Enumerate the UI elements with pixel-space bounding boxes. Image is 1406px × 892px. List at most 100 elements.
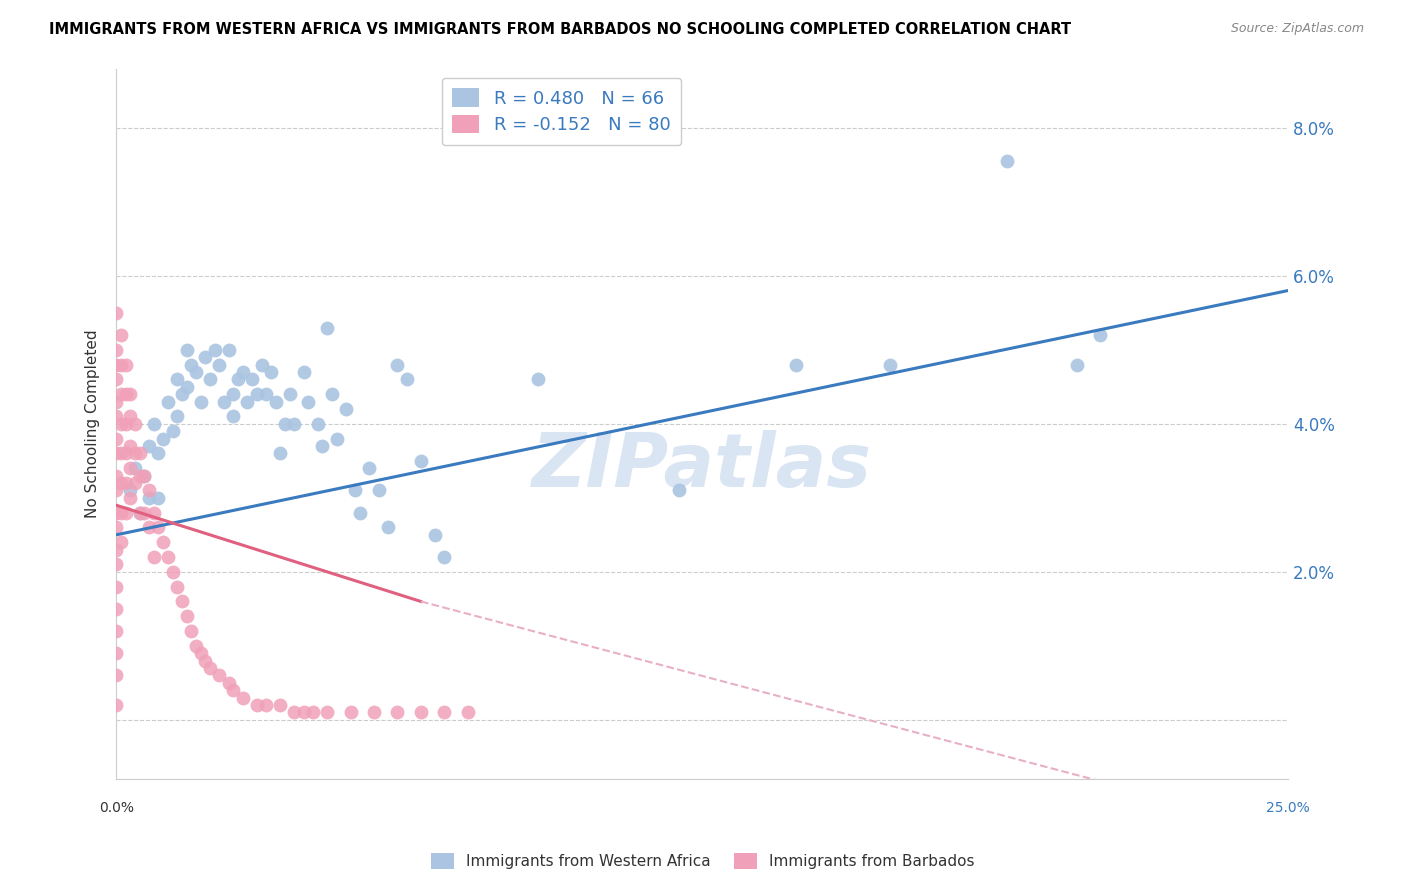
- Point: [114, 417, 136, 431]
- Point: [105, 483, 128, 498]
- Point: [110, 417, 132, 431]
- Point: [114, 506, 136, 520]
- Point: [124, 461, 146, 475]
- Point: [156, 549, 179, 564]
- Point: [105, 394, 128, 409]
- Point: [105, 542, 128, 557]
- Point: [226, 372, 249, 386]
- Point: [246, 387, 269, 401]
- Point: [114, 476, 136, 491]
- Point: [138, 491, 160, 505]
- Point: [423, 528, 446, 542]
- Point: [110, 535, 132, 549]
- Point: [240, 372, 263, 386]
- Point: [283, 706, 305, 720]
- Point: [120, 409, 142, 424]
- Point: [105, 372, 128, 386]
- Point: [190, 394, 212, 409]
- Point: [198, 661, 221, 675]
- Point: [269, 698, 291, 712]
- Point: [105, 646, 128, 660]
- Text: 0.0%: 0.0%: [98, 801, 134, 815]
- Point: [433, 706, 456, 720]
- Point: [134, 506, 156, 520]
- Point: [212, 394, 235, 409]
- Text: ZIPatlas: ZIPatlas: [531, 430, 872, 503]
- Point: [254, 698, 277, 712]
- Point: [120, 483, 142, 498]
- Point: [335, 402, 357, 417]
- Point: [339, 706, 361, 720]
- Point: [457, 706, 479, 720]
- Point: [316, 706, 339, 720]
- Point: [325, 432, 347, 446]
- Point: [208, 358, 231, 372]
- Point: [114, 387, 136, 401]
- Point: [377, 520, 399, 534]
- Point: [387, 706, 409, 720]
- Point: [105, 624, 128, 638]
- Point: [292, 706, 315, 720]
- Point: [105, 558, 128, 572]
- Point: [367, 483, 389, 498]
- Point: [148, 491, 170, 505]
- Point: [1090, 328, 1112, 343]
- Point: [166, 580, 188, 594]
- Point: [105, 668, 128, 682]
- Point: [105, 446, 128, 460]
- Point: [152, 432, 174, 446]
- Point: [995, 154, 1018, 169]
- Point: [148, 446, 170, 460]
- Point: [1066, 358, 1088, 372]
- Point: [176, 609, 198, 624]
- Point: [409, 454, 432, 468]
- Point: [105, 468, 128, 483]
- Point: [785, 358, 807, 372]
- Point: [124, 417, 146, 431]
- Point: [254, 387, 277, 401]
- Point: [302, 706, 325, 720]
- Point: [321, 387, 343, 401]
- Point: [105, 306, 128, 320]
- Point: [433, 549, 456, 564]
- Point: [105, 602, 128, 616]
- Point: [204, 343, 226, 357]
- Point: [316, 320, 339, 334]
- Point: [128, 468, 150, 483]
- Point: [110, 476, 132, 491]
- Point: [180, 624, 202, 638]
- Point: [879, 358, 901, 372]
- Point: [105, 520, 128, 534]
- Point: [297, 394, 319, 409]
- Point: [120, 387, 142, 401]
- Legend: R = 0.480   N = 66, R = -0.152   N = 80: R = 0.480 N = 66, R = -0.152 N = 80: [441, 78, 682, 145]
- Point: [236, 394, 259, 409]
- Point: [105, 358, 128, 372]
- Point: [292, 365, 315, 379]
- Point: [128, 506, 150, 520]
- Point: [142, 549, 165, 564]
- Point: [120, 461, 142, 475]
- Point: [105, 506, 128, 520]
- Point: [278, 387, 301, 401]
- Point: [128, 506, 150, 520]
- Point: [138, 483, 160, 498]
- Y-axis label: No Schooling Completed: No Schooling Completed: [86, 329, 100, 518]
- Point: [395, 372, 418, 386]
- Point: [120, 491, 142, 505]
- Point: [260, 365, 283, 379]
- Point: [349, 506, 371, 520]
- Point: [283, 417, 305, 431]
- Point: [409, 706, 432, 720]
- Point: [152, 535, 174, 549]
- Point: [176, 343, 198, 357]
- Point: [311, 439, 333, 453]
- Point: [138, 439, 160, 453]
- Point: [176, 380, 198, 394]
- Point: [128, 446, 150, 460]
- Point: [166, 372, 188, 386]
- Point: [148, 520, 170, 534]
- Point: [194, 350, 217, 364]
- Point: [124, 476, 146, 491]
- Point: [218, 676, 240, 690]
